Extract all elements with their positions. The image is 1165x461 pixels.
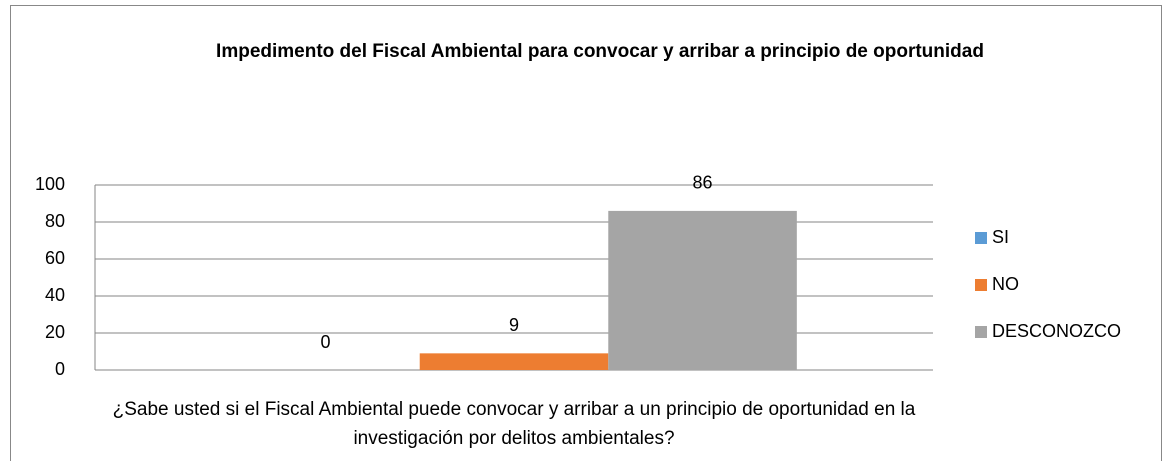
y-tick-label: 20 — [45, 322, 65, 342]
y-tick-label: 60 — [45, 248, 65, 268]
chart-border — [10, 5, 1162, 461]
x-tick-label: ¿Sabe usted si el Fiscal Ambiental puede… — [112, 399, 916, 449]
legend-swatch — [975, 326, 987, 338]
legend-swatch — [975, 279, 987, 291]
y-tick-label: 0 — [55, 359, 65, 379]
legend-label: SI — [992, 227, 1009, 247]
legend-label: DESCONOZCO — [992, 321, 1121, 341]
data-label: 9 — [509, 315, 519, 335]
y-tick-label: 80 — [45, 211, 65, 231]
bar — [608, 210, 797, 370]
data-label: 86 — [693, 173, 713, 193]
data-label: 0 — [320, 332, 330, 352]
y-tick-label: 40 — [45, 285, 65, 305]
y-tick-label: 100 — [35, 174, 65, 194]
chart-title: Impedimento del Fiscal Ambiental para co… — [216, 41, 984, 62]
bar — [419, 353, 609, 370]
legend-label: NO — [992, 274, 1019, 294]
legend-swatch — [975, 232, 987, 244]
